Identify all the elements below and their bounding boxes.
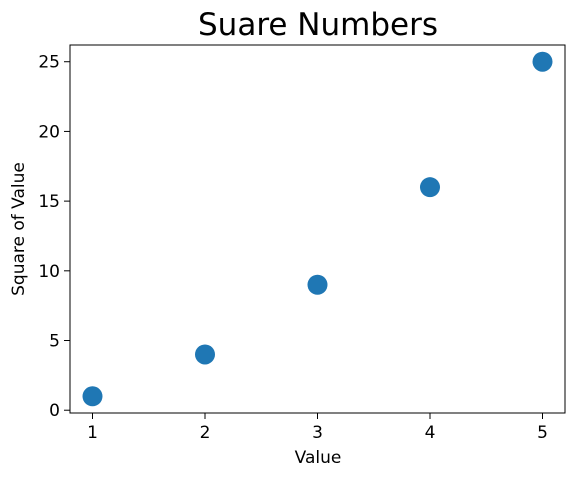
data-point — [83, 386, 103, 406]
data-point — [533, 52, 553, 72]
y-tick-label: 5 — [49, 332, 60, 352]
y-tick-label: 20 — [38, 122, 60, 142]
x-tick-label: 3 — [312, 423, 323, 443]
data-points — [83, 52, 553, 407]
y-tick-label: 0 — [49, 401, 60, 421]
x-tick-label: 5 — [537, 423, 548, 443]
x-tick-label: 4 — [425, 423, 436, 443]
x-axis: 1 2 3 4 5 — [87, 413, 548, 443]
x-tick-label: 2 — [200, 423, 211, 443]
y-axis: 0 5 10 15 20 25 — [38, 53, 70, 421]
x-axis-label: Value — [295, 448, 342, 468]
data-point — [308, 275, 328, 295]
x-tick-label: 1 — [87, 423, 98, 443]
chart-title: Suare Numbers — [198, 7, 438, 43]
y-axis-label: Square of Value — [9, 162, 29, 296]
data-point — [420, 177, 440, 197]
plot-frame — [70, 45, 565, 413]
y-tick-label: 10 — [38, 262, 60, 282]
data-point — [195, 344, 215, 364]
y-tick-label: 15 — [38, 192, 60, 212]
y-tick-label: 25 — [38, 53, 60, 73]
